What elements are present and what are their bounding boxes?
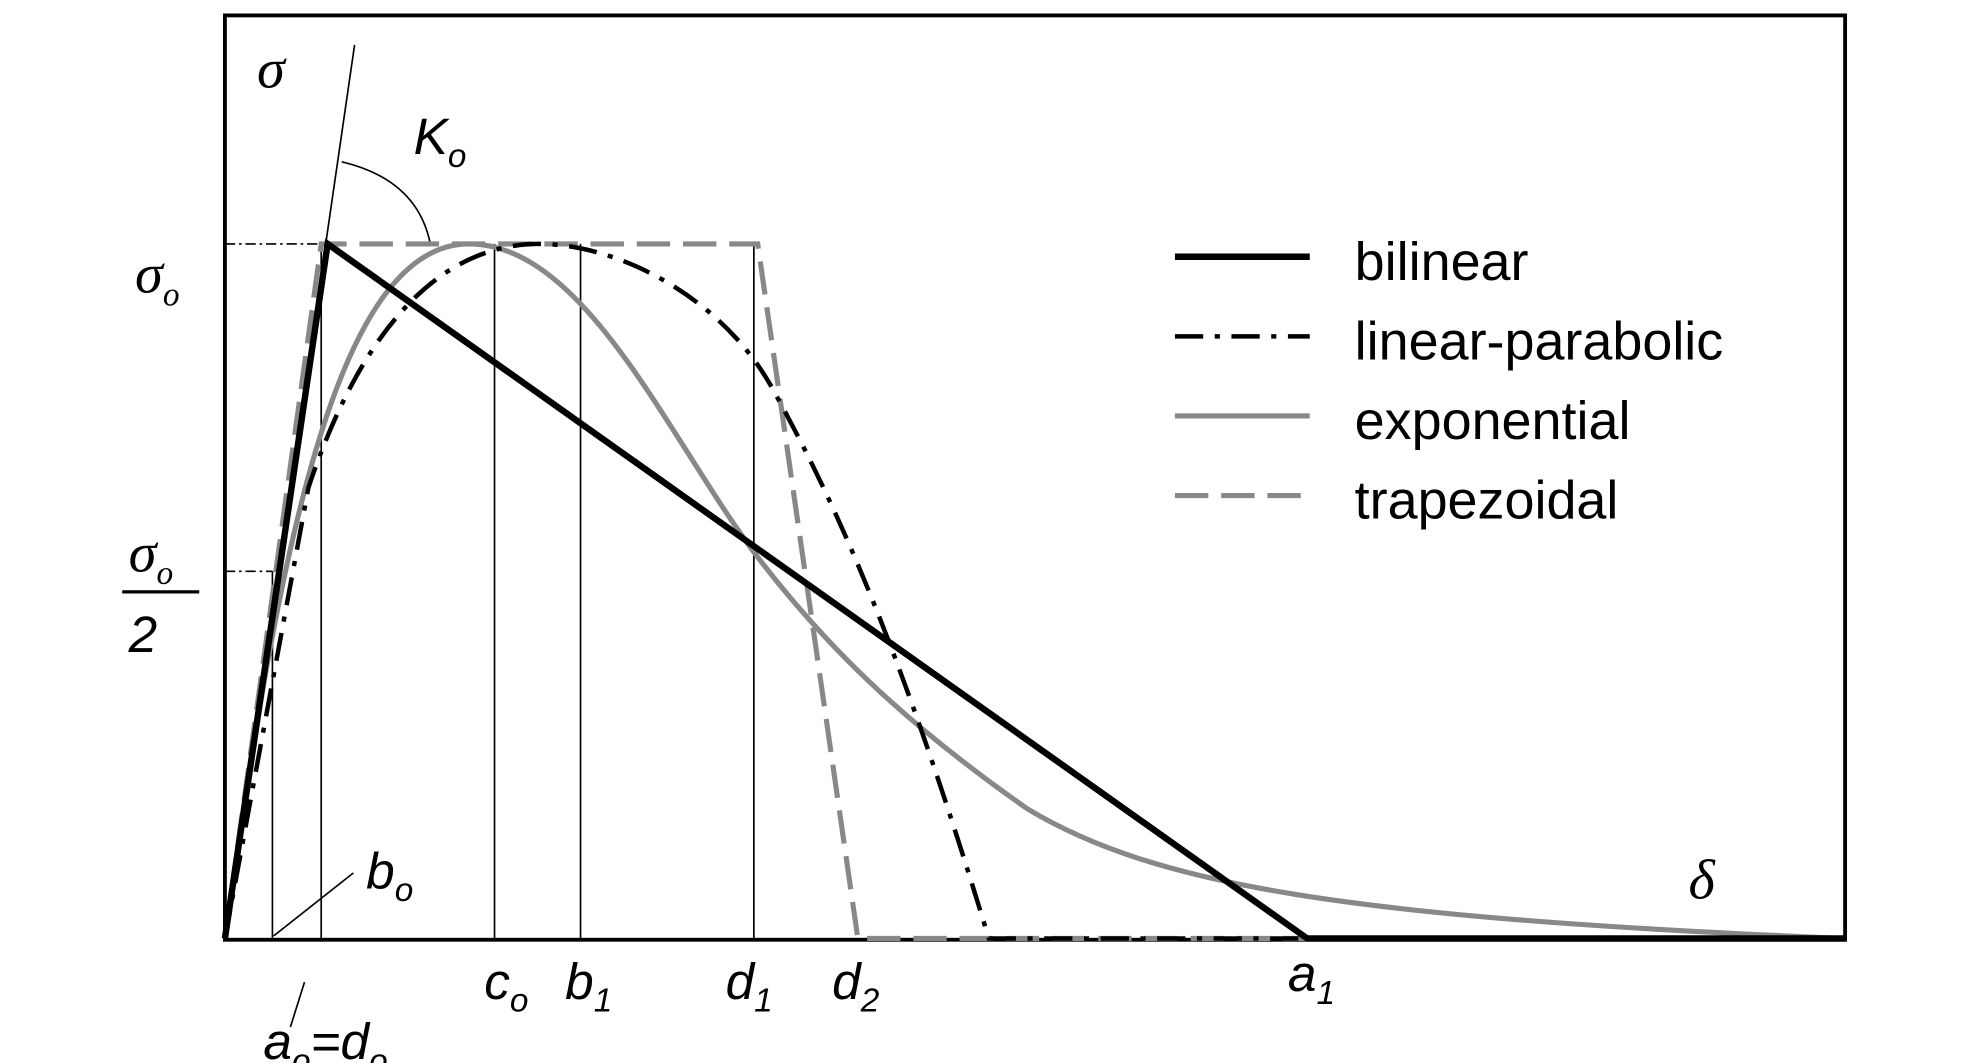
marker: b1	[565, 953, 612, 1020]
marker: d2	[832, 953, 880, 1020]
guides	[224, 44, 755, 1028]
marker: bo	[366, 842, 413, 909]
marker: d1	[726, 953, 773, 1020]
legend-label: trapezoidal	[1355, 471, 1619, 531]
half-peak-label: σo	[129, 522, 174, 592]
legend-label: linear-parabolic	[1355, 311, 1724, 371]
marker: co	[484, 953, 528, 1020]
stiffness-label: Ko	[414, 108, 467, 175]
exponential-curve	[222, 241, 1846, 942]
x-symbol: δ	[1688, 850, 1715, 912]
bilinear-curve	[221, 238, 1846, 942]
marker: ao=do	[263, 1013, 387, 1063]
y-symbol: σ	[257, 38, 287, 100]
legend-label: exponential	[1355, 391, 1631, 451]
trapezoidal-curve	[222, 241, 1846, 942]
peak-label: σo	[135, 244, 180, 314]
marker: a1	[1288, 945, 1335, 1012]
legend-label: bilinear	[1355, 232, 1529, 292]
half-peak-denominator: 2	[128, 606, 158, 663]
legend: bilinear linear-parabolic exponential tr…	[1174, 232, 1724, 531]
